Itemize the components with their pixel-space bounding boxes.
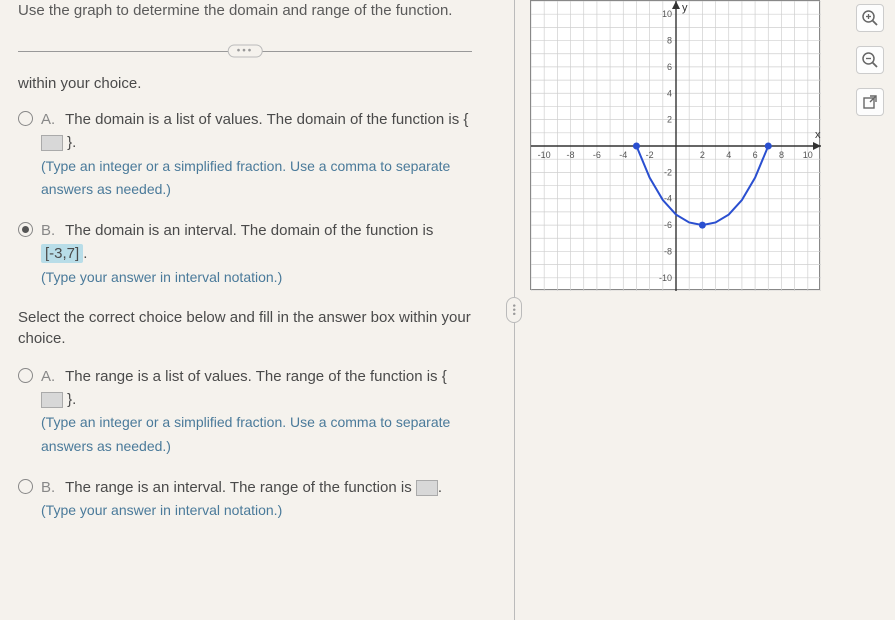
svg-text:10: 10: [662, 9, 672, 19]
domain-a-hint: (Type an integer or a simplified fractio…: [41, 158, 450, 197]
domain-b-text-pre: The domain is an interval. The domain of…: [65, 222, 433, 239]
domain-a-blank[interactable]: [41, 135, 63, 151]
within-choice-label: within your choice.: [18, 75, 472, 92]
svg-text:10: 10: [803, 150, 813, 160]
svg-text:6: 6: [667, 62, 672, 72]
domain-b-answer[interactable]: [-3,7]: [41, 244, 83, 263]
svg-text:8: 8: [779, 150, 784, 160]
drag-handle-icon[interactable]: •••: [506, 297, 522, 323]
domain-a-text-post: }.: [67, 134, 76, 151]
svg-text:4: 4: [726, 150, 731, 160]
svg-text:2: 2: [700, 150, 705, 160]
range-b-text-pre: The range is an interval. The range of t…: [65, 479, 416, 496]
svg-text:-10: -10: [538, 150, 551, 160]
range-option-letter-a: A.: [41, 368, 55, 385]
range-option-letter-b: B.: [41, 479, 55, 496]
svg-text:-10: -10: [659, 273, 672, 283]
range-option-b-radio[interactable]: [18, 479, 33, 494]
range-a-hint: (Type an integer or a simplified fractio…: [41, 414, 450, 453]
range-a-text-post: }.: [67, 391, 76, 408]
svg-text:-6: -6: [593, 150, 601, 160]
graph-canvas: -10-10-8-8-6-6-4-4-2-2224466881010xy: [530, 0, 820, 290]
svg-text:-8: -8: [664, 246, 672, 256]
option-letter-a: A.: [41, 111, 55, 128]
range-a-blank[interactable]: [41, 392, 63, 408]
svg-text:-4: -4: [619, 150, 627, 160]
section-divider: •••: [18, 39, 472, 63]
svg-text:-2: -2: [664, 167, 672, 177]
svg-text:4: 4: [667, 88, 672, 98]
range-b-hint: (Type your answer in interval notation.): [41, 502, 282, 518]
svg-text:2: 2: [667, 115, 672, 125]
question-prompt: Use the graph to determine the domain an…: [18, 0, 472, 21]
svg-text:-6: -6: [664, 220, 672, 230]
domain-option-b-radio[interactable]: [18, 222, 33, 237]
zoom-in-icon[interactable]: [856, 4, 884, 32]
svg-text:x: x: [815, 129, 821, 141]
option-letter-b: B.: [41, 222, 55, 239]
domain-option-a-radio[interactable]: [18, 111, 33, 126]
svg-text:8: 8: [667, 36, 672, 46]
zoom-out-icon[interactable]: [856, 46, 884, 74]
range-b-blank[interactable]: [416, 480, 438, 496]
domain-b-text-post: .: [83, 245, 87, 262]
range-a-text-pre: The range is a list of values. The range…: [65, 368, 447, 385]
svg-text:6: 6: [753, 150, 758, 160]
range-b-text-post: .: [438, 479, 442, 496]
range-option-a-radio[interactable]: [18, 368, 33, 383]
svg-text:y: y: [682, 2, 688, 14]
open-external-icon[interactable]: [856, 88, 884, 116]
svg-text:-8: -8: [567, 150, 575, 160]
range-select-prompt: Select the correct choice below and fill…: [18, 307, 472, 349]
ellipsis-icon[interactable]: •••: [228, 45, 263, 58]
domain-a-text-pre: The domain is a list of values. The doma…: [65, 111, 468, 128]
svg-text:-2: -2: [646, 150, 654, 160]
domain-b-hint: (Type your answer in interval notation.): [41, 269, 282, 285]
